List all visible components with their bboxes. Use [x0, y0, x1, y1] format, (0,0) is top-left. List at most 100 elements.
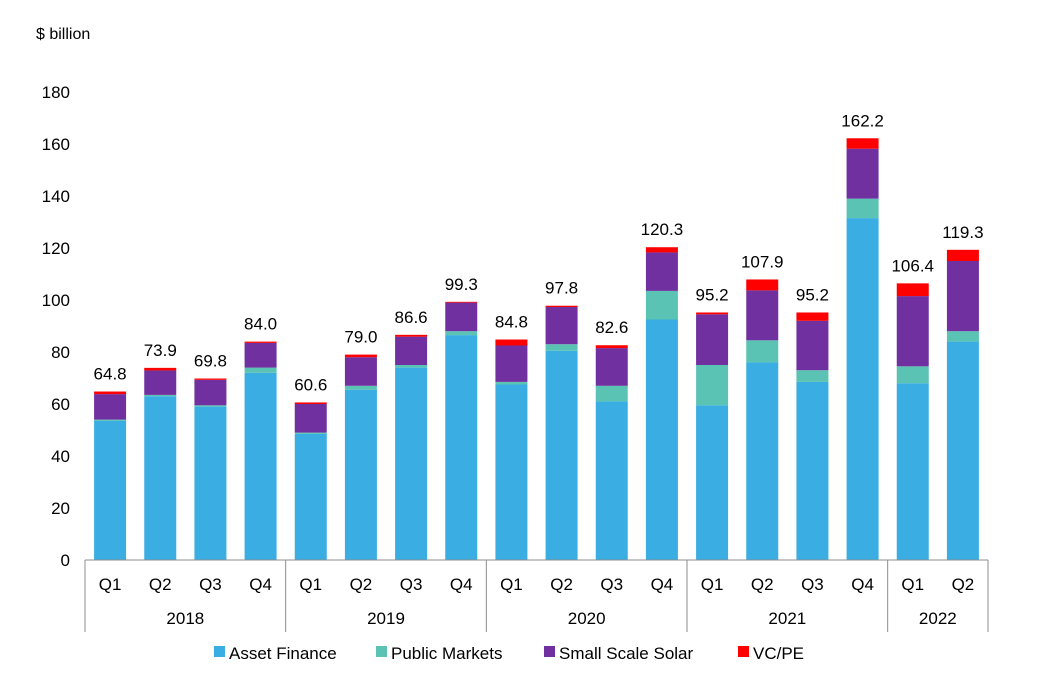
- bar-segment-public-markets: [144, 394, 177, 397]
- bar-segment-small-scale-solar: [696, 314, 729, 365]
- bar-segment-asset-finance: [194, 406, 227, 560]
- bar-segment-public-markets: [445, 331, 478, 336]
- bar-segment-asset-finance: [846, 218, 879, 560]
- total-label: 97.8: [545, 279, 578, 298]
- y-tick-label: 60: [51, 395, 70, 414]
- total-label: 69.8: [194, 352, 227, 371]
- bar-segment-small-scale-solar: [395, 336, 428, 365]
- bar-segment-asset-finance: [645, 319, 678, 560]
- x-tick-label: Q4: [651, 575, 674, 594]
- bar-segment-asset-finance: [696, 405, 729, 560]
- total-label: 86.6: [395, 308, 428, 327]
- bar-segment-public-markets: [746, 340, 779, 363]
- bar-segment-small-scale-solar: [94, 394, 127, 420]
- year-group-label: 2018: [166, 609, 204, 628]
- bar-segment-asset-finance: [445, 335, 478, 560]
- total-label: 99.3: [445, 275, 478, 294]
- bar-segment-asset-finance: [746, 362, 779, 560]
- bar-segment-small-scale-solar: [144, 370, 177, 395]
- bar-segment-public-markets: [545, 344, 578, 351]
- bar-segment-public-markets: [194, 405, 227, 407]
- total-label: 73.9: [144, 341, 177, 360]
- bar-segment-asset-finance: [395, 367, 428, 560]
- bar-segment-vc-pe: [896, 283, 929, 297]
- x-tick-label: Q2: [350, 575, 373, 594]
- total-label: 119.3: [942, 223, 983, 242]
- legend-swatch: [738, 646, 749, 657]
- bar-segment-public-markets: [294, 432, 327, 434]
- bar-segment-vc-pe: [194, 378, 227, 380]
- bar-segment-vc-pe: [796, 312, 829, 321]
- bar-segment-public-markets: [595, 385, 628, 402]
- bar-segment-asset-finance: [595, 401, 628, 560]
- legend-label: VC/PE: [753, 644, 804, 663]
- total-labels: 64.8 73.9 69.8 84.0 60.6 79.0 86.6 99.3 84.8 97.8…: [94, 111, 984, 394]
- total-label: 106.4: [891, 256, 934, 275]
- x-tick-label: Q2: [149, 575, 172, 594]
- bar-segment-small-scale-solar: [194, 379, 227, 406]
- legend-label: Small Scale Solar: [559, 644, 694, 663]
- x-tick-label: Q2: [751, 575, 774, 594]
- bar-segment-public-markets: [846, 198, 879, 219]
- total-label: 64.8: [94, 365, 127, 384]
- y-tick-label: 140: [42, 187, 70, 206]
- bar-segment-vc-pe: [495, 339, 528, 346]
- total-label: 79.0: [344, 328, 377, 347]
- bar-segment-vc-pe: [294, 402, 327, 404]
- bar-segment-vc-pe: [595, 345, 628, 349]
- bar-segment-vc-pe: [94, 391, 127, 395]
- bar-segment-public-markets: [696, 365, 729, 406]
- bar-segment-small-scale-solar: [495, 345, 528, 382]
- bar-segment-small-scale-solar: [896, 296, 929, 367]
- x-axis: Q1 Q2 Q3 Q4 Q1 Q2 Q3 Q4 Q1 Q2 Q3 Q4 Q1 Q2 Q3 Q4 Q1 Q2 2018…: [84, 559, 989, 632]
- y-tick-label: 100: [42, 291, 70, 310]
- y-tick-label: 120: [42, 239, 70, 258]
- total-label: 162.2: [841, 111, 884, 130]
- x-tick-label: Q3: [199, 575, 222, 594]
- legend-swatch: [544, 646, 555, 657]
- bar-segment-vc-pe: [244, 341, 277, 343]
- x-tick-label: Q1: [299, 575, 322, 594]
- bars: [94, 138, 979, 560]
- legend-label: Public Markets: [391, 644, 502, 663]
- bar-segment-asset-finance: [94, 420, 127, 560]
- bar-segment-vc-pe: [144, 367, 177, 371]
- y-tick-label: 40: [51, 447, 70, 466]
- bar-segment-small-scale-solar: [946, 261, 979, 332]
- bar-segment-vc-pe: [696, 312, 729, 315]
- y-tick-label: 20: [51, 499, 70, 518]
- total-label: 84.8: [495, 313, 528, 332]
- bar-segment-small-scale-solar: [545, 307, 578, 345]
- x-tick-label: Q3: [801, 575, 824, 594]
- bar-segment-public-markets: [244, 367, 277, 373]
- bar-segment-small-scale-solar: [244, 342, 277, 368]
- bar-segment-asset-finance: [495, 384, 528, 560]
- bar-segment-public-markets: [495, 381, 528, 385]
- bar-segment-asset-finance: [344, 389, 377, 560]
- x-tick-label: Q1: [901, 575, 924, 594]
- bar-segment-public-markets: [645, 290, 678, 320]
- bar-segment-vc-pe: [946, 249, 979, 261]
- year-group-label: 2020: [568, 609, 606, 628]
- bar-segment-small-scale-solar: [595, 348, 628, 386]
- bar-segment-small-scale-solar: [445, 302, 478, 332]
- bar-segment-small-scale-solar: [645, 252, 678, 291]
- bar-segment-asset-finance: [796, 381, 829, 560]
- total-label: 95.2: [696, 285, 729, 304]
- legend-label: Asset Finance: [229, 644, 337, 663]
- bar-segment-public-markets: [395, 365, 428, 368]
- year-group-label: 2022: [919, 609, 957, 628]
- total-label: 95.2: [796, 285, 829, 304]
- y-tick-label: 0: [61, 551, 70, 570]
- legend-swatch: [214, 646, 225, 657]
- x-tick-label: Q3: [400, 575, 423, 594]
- x-tick-label: Q2: [550, 575, 573, 594]
- bar-segment-vc-pe: [645, 247, 678, 253]
- bar-segment-vc-pe: [545, 305, 578, 308]
- year-group-label: 2021: [768, 609, 806, 628]
- bar-segment-vc-pe: [395, 334, 428, 337]
- bar-segment-asset-finance: [946, 341, 979, 560]
- y-tick-label: 180: [42, 83, 70, 102]
- bar-segment-vc-pe: [746, 279, 779, 291]
